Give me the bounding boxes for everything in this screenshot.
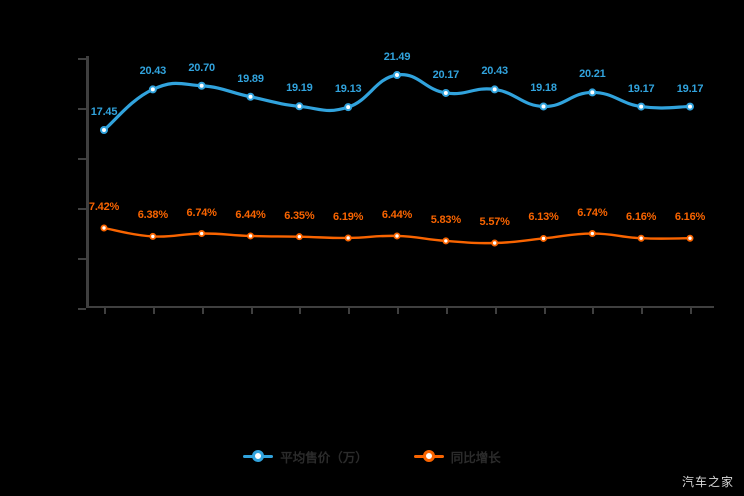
data-point[interactable] bbox=[393, 71, 401, 79]
data-label: 20.17 bbox=[432, 68, 460, 81]
data-label: 5.57% bbox=[479, 216, 510, 228]
x-tick bbox=[250, 308, 253, 314]
data-label: 17.45 bbox=[90, 106, 118, 118]
data-point[interactable] bbox=[148, 85, 157, 94]
x-tick bbox=[592, 308, 595, 314]
legend-dot-icon bbox=[422, 450, 435, 462]
data-point[interactable] bbox=[295, 102, 304, 111]
data-label: 6.19% bbox=[333, 210, 364, 223]
data-label: 6.13% bbox=[528, 211, 559, 224]
x-tick bbox=[494, 308, 497, 314]
x-tick bbox=[348, 308, 351, 314]
data-label: 6.74% bbox=[186, 206, 217, 219]
data-point[interactable] bbox=[540, 234, 548, 242]
data-label: 21.49 bbox=[383, 51, 411, 63]
legend-label: 平均售价（万） bbox=[280, 450, 368, 465]
chart-legend: 平均售价（万） 同比增长 bbox=[0, 443, 744, 469]
x-tick bbox=[397, 308, 399, 314]
data-point[interactable] bbox=[197, 81, 206, 90]
data-label: 19.18 bbox=[530, 82, 557, 95]
x-tick bbox=[690, 308, 692, 314]
data-label: 6.35% bbox=[284, 209, 315, 222]
data-point[interactable] bbox=[637, 102, 646, 111]
x-tick bbox=[104, 308, 106, 314]
y-tick bbox=[78, 308, 86, 310]
legend-marker-icon bbox=[243, 449, 274, 463]
legend-item-avg-price[interactable]: 平均售价（万） bbox=[243, 447, 368, 466]
series-line bbox=[102, 73, 692, 132]
y-tick bbox=[78, 258, 86, 260]
y-tick bbox=[78, 108, 86, 110]
data-label: 6.16% bbox=[674, 211, 706, 224]
data-label: 19.17 bbox=[627, 82, 655, 95]
data-point[interactable] bbox=[686, 102, 694, 111]
data-label: 20.43 bbox=[481, 65, 508, 78]
legend-label: 同比增长 bbox=[450, 450, 501, 465]
data-point[interactable] bbox=[344, 103, 353, 112]
data-point[interactable] bbox=[344, 234, 352, 242]
x-tick bbox=[641, 308, 644, 314]
data-point[interactable] bbox=[295, 233, 303, 241]
x-tick bbox=[445, 308, 448, 314]
data-point[interactable] bbox=[149, 232, 157, 240]
data-label: 5.83% bbox=[430, 213, 461, 226]
x-axis-line bbox=[86, 306, 714, 308]
data-point[interactable] bbox=[198, 230, 206, 238]
data-point[interactable] bbox=[100, 126, 108, 134]
data-point[interactable] bbox=[637, 234, 645, 242]
data-label: 20.21 bbox=[579, 68, 606, 81]
series-avg-price bbox=[100, 71, 694, 134]
x-tick bbox=[201, 308, 204, 314]
legend-dot-icon bbox=[252, 450, 265, 462]
data-label: 19.17 bbox=[676, 82, 704, 95]
watermark: 汽车之家 bbox=[681, 475, 734, 489]
data-label: 6.16% bbox=[626, 211, 657, 224]
data-point[interactable] bbox=[490, 85, 499, 94]
data-point[interactable] bbox=[686, 234, 694, 242]
data-label: 19.19 bbox=[286, 82, 313, 95]
data-point[interactable] bbox=[491, 239, 499, 247]
y-tick bbox=[78, 158, 86, 160]
legend-marker-icon bbox=[413, 449, 444, 463]
data-label: 20.70 bbox=[188, 61, 215, 74]
legend-item-yoy-growth[interactable]: 同比增长 bbox=[413, 447, 501, 466]
data-point[interactable] bbox=[441, 88, 450, 97]
data-label: 6.44% bbox=[235, 208, 266, 221]
data-label: 6.38% bbox=[137, 209, 168, 222]
x-tick bbox=[152, 308, 155, 314]
series-yoy-growth bbox=[100, 224, 694, 247]
data-label: 7.42% bbox=[88, 201, 120, 213]
data-label: 19.13 bbox=[334, 83, 362, 96]
y-tick bbox=[78, 208, 86, 210]
data-point[interactable] bbox=[393, 232, 401, 240]
data-point[interactable] bbox=[539, 102, 548, 111]
data-point[interactable] bbox=[246, 92, 255, 101]
data-point[interactable] bbox=[588, 88, 597, 97]
data-label: 6.74% bbox=[577, 206, 608, 219]
data-point[interactable] bbox=[246, 232, 254, 240]
data-point[interactable] bbox=[442, 237, 450, 245]
y-tick bbox=[78, 58, 86, 60]
x-tick bbox=[299, 308, 302, 314]
data-label: 20.43 bbox=[139, 65, 167, 78]
data-point[interactable] bbox=[588, 230, 596, 238]
y-axis-line bbox=[86, 56, 89, 308]
data-label: 19.89 bbox=[237, 72, 264, 85]
data-label: 6.44% bbox=[381, 208, 413, 221]
x-tick bbox=[543, 308, 546, 314]
data-point[interactable] bbox=[100, 224, 108, 232]
